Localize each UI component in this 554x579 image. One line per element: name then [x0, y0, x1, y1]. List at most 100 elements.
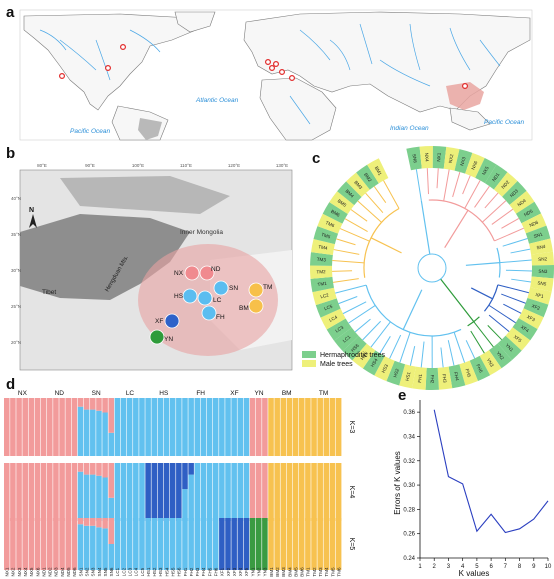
- sample-label: BM6: [300, 567, 305, 577]
- structure-bar-segment: [194, 398, 201, 456]
- sample-label: TM6: [336, 567, 341, 577]
- structure-bar-segment: [231, 463, 237, 521]
- panel-letter-b: b: [6, 145, 16, 162]
- structure-bar-segment: [83, 409, 90, 456]
- tree-band-segment: [362, 350, 385, 376]
- tree-leaf-branch: [494, 227, 524, 242]
- sample-label: LC5: [140, 567, 145, 576]
- tree-leaf-label: FH1: [417, 373, 423, 383]
- tree-band-segment: [493, 172, 518, 197]
- tree-leaf-branch: [350, 209, 368, 222]
- y-axis-label: Errors of K values: [393, 451, 402, 515]
- sample-label: SN2: [84, 567, 89, 576]
- y-tick-label: 0.36: [403, 410, 415, 416]
- site-label-sn: SN: [229, 285, 238, 292]
- tree-band-segment: [488, 343, 513, 369]
- structure-bar-segment: [311, 398, 317, 456]
- inner-mongolia-label: Inner Mongolia: [180, 229, 223, 236]
- tree-leaf-branch: [333, 249, 360, 255]
- tree-leaf-branch: [484, 192, 499, 209]
- tree-leaf-label: XF2: [531, 303, 541, 311]
- tree-leaf-branch: [497, 284, 530, 294]
- tree-clade-stem: [444, 209, 469, 248]
- population-label: BM: [282, 390, 292, 397]
- structure-bar-segment: [34, 398, 41, 456]
- tree-leaf-label: FH2: [430, 375, 435, 384]
- tree-band-segment: [505, 327, 531, 351]
- structure-bar-segment: [268, 463, 274, 521]
- structure-bar-segment: [53, 398, 59, 456]
- sample-label: ND1: [41, 567, 46, 577]
- structure-bar-segment: [169, 398, 176, 456]
- tree-band-segment: [525, 225, 551, 244]
- sample-label: TM1: [306, 567, 311, 577]
- k-row-label: K=5: [348, 538, 355, 551]
- x-tick-label: 2: [433, 564, 437, 570]
- structure-bar-segment: [77, 398, 84, 407]
- tree-leaf-branch: [481, 200, 507, 223]
- structure-bar-segment: [16, 463, 22, 521]
- tree-leaf-label: XF3: [526, 314, 536, 322]
- tree-band-segment: [454, 149, 473, 174]
- tree-band-segment: [346, 172, 370, 197]
- structure-bar-segment: [335, 518, 342, 570]
- site-label-nd: ND: [211, 266, 221, 273]
- occurrence-markers: [58, 43, 469, 89]
- structure-bar-segment: [120, 398, 127, 456]
- sample-label: LC3: [127, 567, 132, 576]
- sample-label: YN2: [257, 567, 262, 576]
- tree-band-segment: [334, 327, 359, 352]
- sample-label: HS3: [158, 567, 163, 576]
- tree-leaf-label: XF4: [520, 324, 530, 333]
- sample-label: BM2: [275, 567, 280, 577]
- x-tick-label: 8: [518, 564, 522, 570]
- sample-label: HS1: [146, 567, 151, 576]
- structure-bar-segment: [298, 398, 305, 456]
- tree-leaf-branch: [511, 278, 532, 283]
- k-row-label: K=3: [348, 421, 355, 434]
- structure-bar-segment: [237, 463, 244, 521]
- tree-band-segment: [309, 265, 333, 279]
- site-marker-hs: [182, 288, 198, 304]
- tree-clade-stem: [440, 278, 475, 323]
- tree-clade-arc: [467, 316, 480, 327]
- tree-band-segment: [425, 367, 439, 390]
- tree-leaf-label: LC1: [342, 334, 352, 344]
- lon-tick-label: 120°E: [228, 163, 240, 168]
- panel-letter-e: e: [398, 387, 407, 404]
- tree-leaf-branch: [462, 175, 471, 195]
- structure-bar-segment: [40, 463, 47, 521]
- tree-leaf-label: SN6: [411, 154, 417, 164]
- structure-bar-segment: [249, 518, 256, 570]
- site-label-lc: LC: [213, 297, 222, 304]
- tree-band-segment: [518, 308, 544, 330]
- structure-bar-segment: [305, 398, 311, 456]
- structure-bar-segment: [22, 398, 28, 456]
- tree-leaf-branch: [443, 169, 450, 202]
- tree-band-segment: [515, 201, 542, 224]
- site-marker-nx: [184, 265, 200, 281]
- tree-band-segment: [459, 360, 478, 386]
- tree-band-segment: [497, 335, 522, 361]
- structure-bar-segment: [126, 463, 133, 521]
- structure-bar-segment: [206, 518, 213, 570]
- world-map: Atlantic Ocean Pacific Ocean Indian Ocea…: [19, 9, 533, 141]
- structure-bar-segment: [255, 398, 262, 456]
- structure-bar-segment: [298, 518, 305, 570]
- tree-leaf-branch: [447, 340, 455, 366]
- svg-text:N: N: [29, 207, 34, 214]
- structure-bar-segment: [90, 463, 96, 475]
- structure-bar-segment: [274, 398, 280, 456]
- structure-bar-segment: [249, 463, 256, 521]
- tree-leaf-label: YN2: [495, 351, 505, 361]
- structure-bar-segment: [274, 518, 280, 570]
- sample-label: ND3: [54, 567, 59, 577]
- marker-icon: [462, 82, 469, 89]
- china-map: 80°E 90°E 100°E 110°E 120°E 130°E 40°N 35°N 30°…: [11, 163, 293, 371]
- site-label-fh: FH: [216, 314, 225, 321]
- pacific-ocean-right-label: Pacific Ocean: [484, 119, 524, 126]
- structure-bar-segment: [139, 518, 145, 570]
- tree-leaf-label: FH6: [475, 363, 483, 373]
- tree-leaf-branch: [409, 346, 416, 366]
- sample-label: SN6: [109, 567, 114, 576]
